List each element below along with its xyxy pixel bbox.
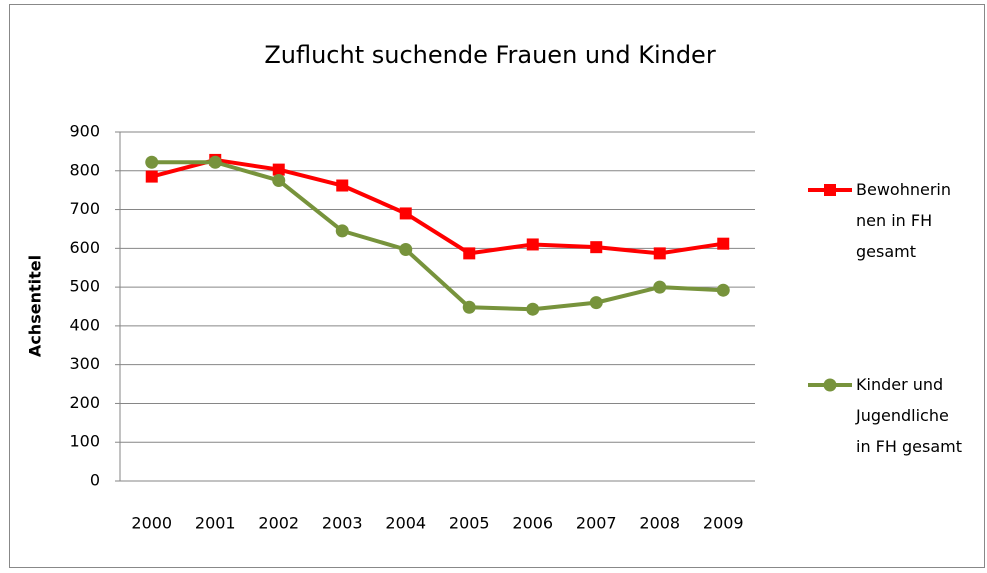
y-tick-label: 800: [69, 160, 100, 179]
y-tick-label: 900: [69, 122, 100, 141]
x-tick-label: 2009: [703, 514, 744, 533]
x-tick-label: 2005: [449, 514, 490, 533]
series-line: [151, 157, 724, 256]
marker: [526, 238, 539, 251]
chart-frame: [9, 4, 985, 568]
x-tick-label: 2006: [512, 514, 553, 533]
y-tick-label: 600: [69, 238, 100, 257]
marker: [462, 300, 476, 314]
x-tick-label: 2007: [576, 514, 617, 533]
marker: [335, 224, 349, 238]
marker: [272, 173, 286, 187]
y-tick-label: 0: [90, 471, 100, 490]
marker: [653, 280, 667, 294]
y-tick-label: 500: [69, 277, 100, 296]
chart-title: Zuflucht suchende Frauen und Kinder: [264, 41, 716, 69]
marker: [399, 242, 413, 256]
x-tick-label: 2002: [258, 514, 299, 533]
marker: [336, 179, 349, 192]
x-tick-label: 2000: [131, 514, 172, 533]
x-tick-label: 2003: [322, 514, 363, 533]
marker: [145, 170, 158, 183]
marker: [589, 296, 603, 310]
y-tick-label: 200: [69, 393, 100, 412]
marker: [399, 207, 412, 220]
legend-marker: [823, 378, 837, 392]
x-tick-label: 2001: [195, 514, 236, 533]
marker: [463, 247, 476, 260]
x-tick-label: 2004: [385, 514, 426, 533]
legend-marker: [824, 184, 836, 196]
y-tick-label: 700: [69, 199, 100, 218]
y-axis-title: Achsentitel: [26, 255, 45, 357]
series-line: [151, 160, 724, 312]
marker: [208, 155, 222, 169]
marker: [590, 241, 603, 254]
y-tick-label: 400: [69, 315, 100, 334]
marker: [272, 163, 285, 176]
x-tick-label: 2008: [639, 514, 680, 533]
marker: [145, 155, 159, 169]
legend-label: Kinder und Jugendliche in FH gesamt: [855, 375, 962, 456]
marker: [653, 247, 666, 260]
y-tick-label: 100: [69, 432, 100, 451]
marker: [526, 302, 540, 316]
marker: [717, 237, 730, 250]
legend-label: Bewohnerin nen in FH gesamt: [856, 180, 951, 261]
marker: [716, 283, 730, 297]
y-tick-label: 300: [69, 354, 100, 373]
